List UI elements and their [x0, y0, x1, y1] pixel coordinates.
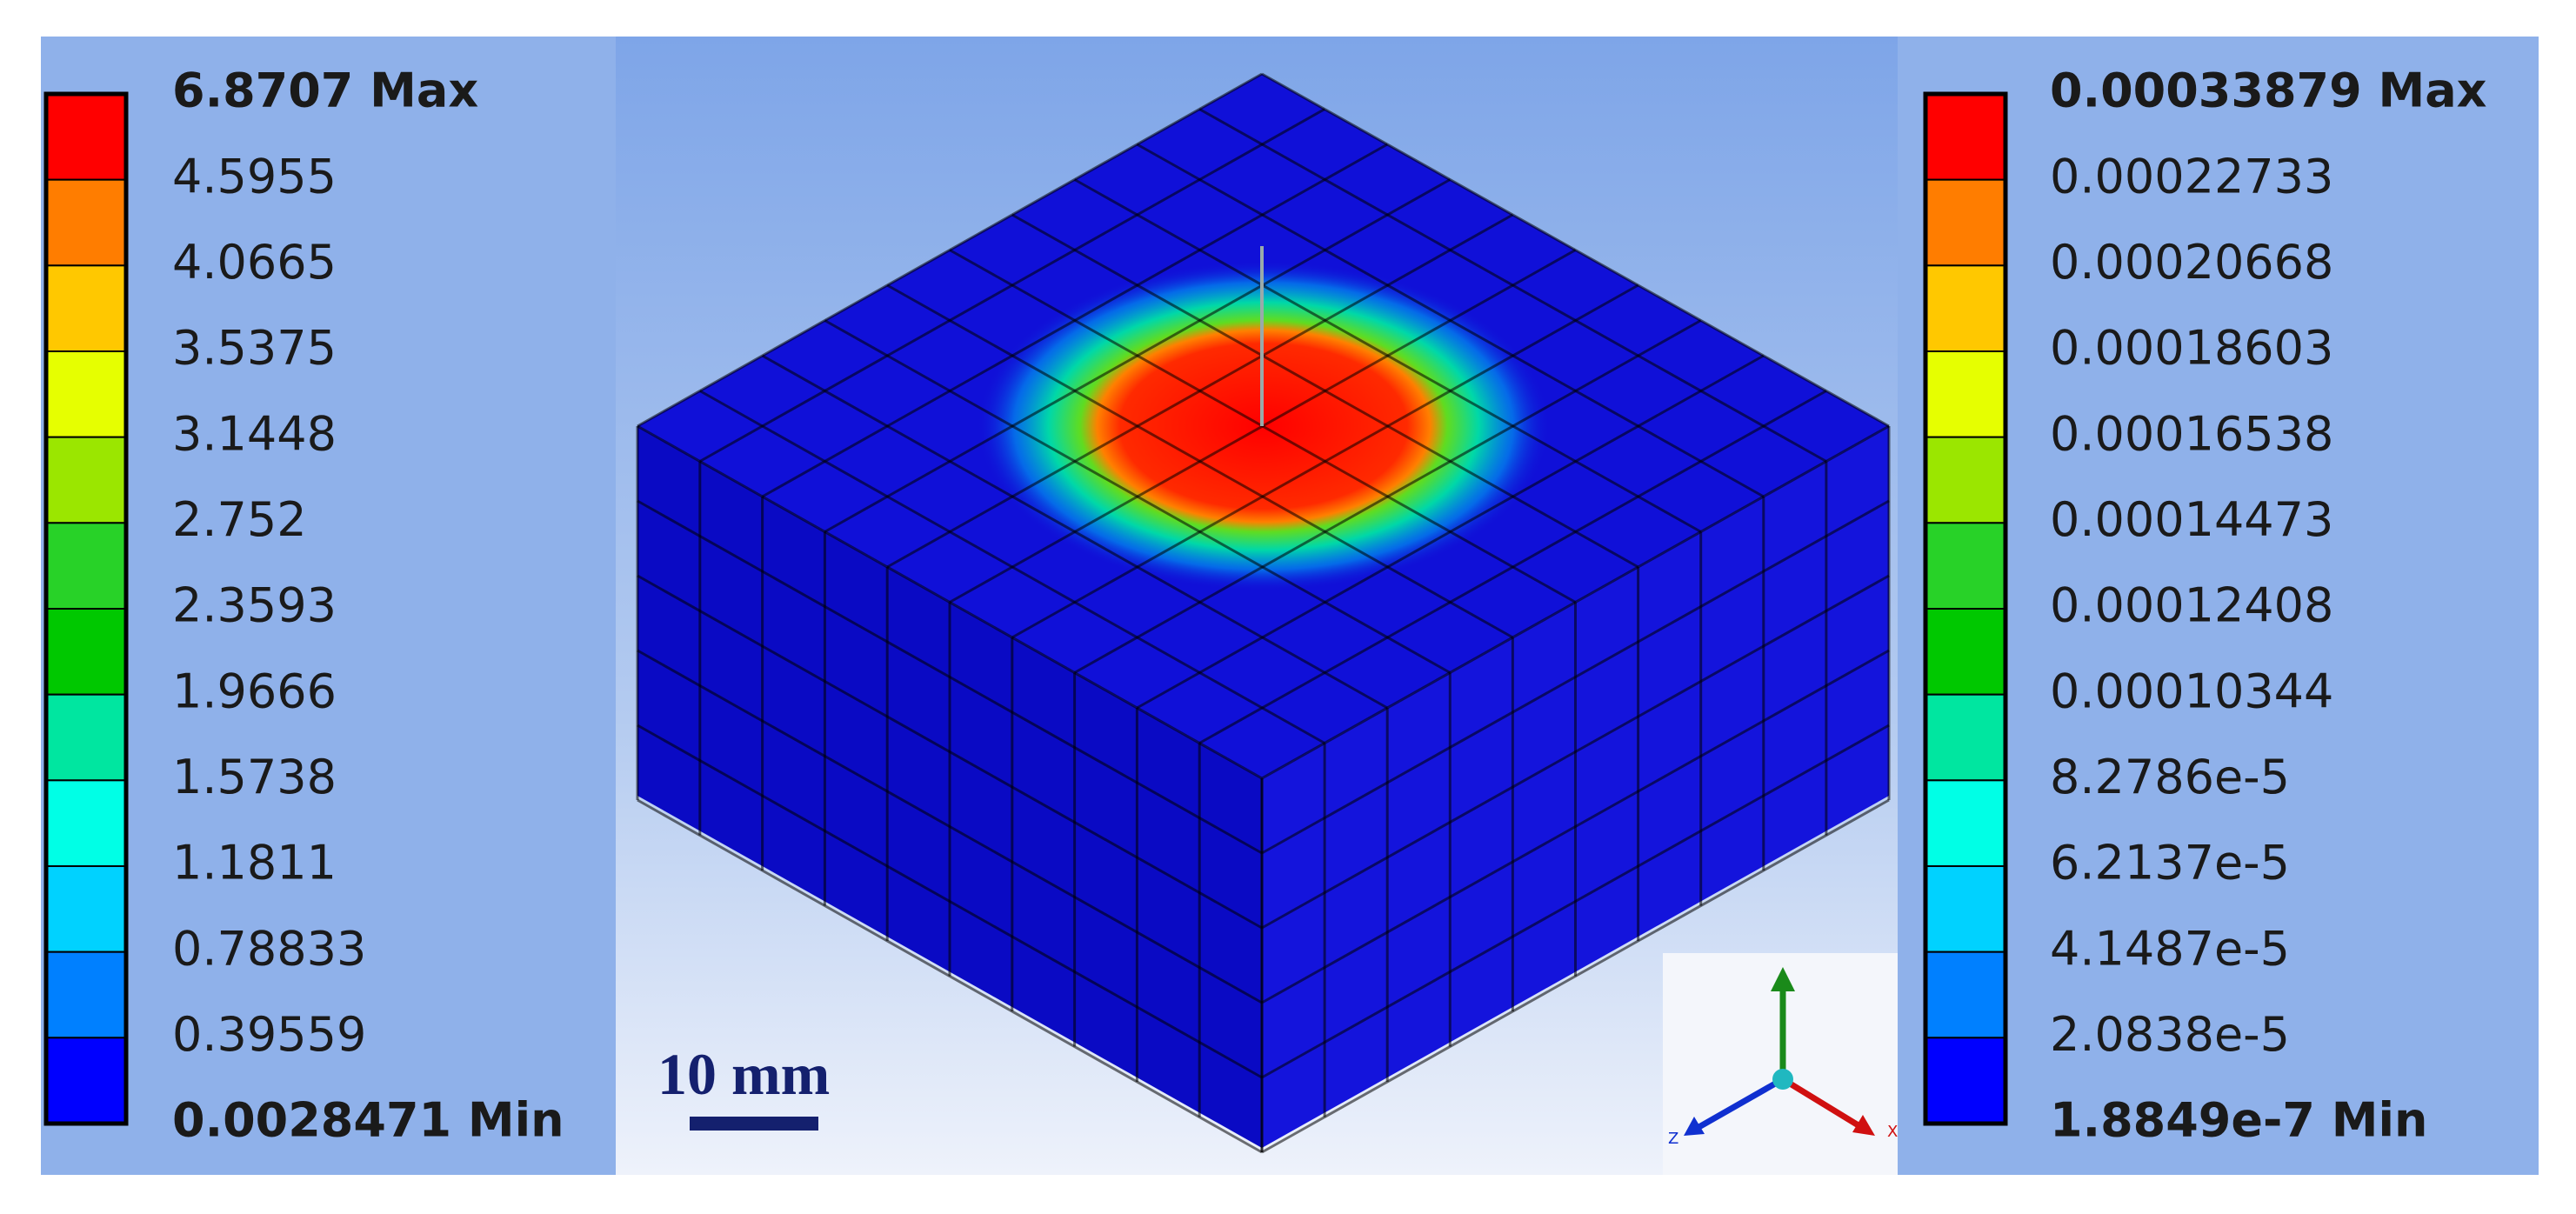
legend-band: [45, 608, 127, 696]
legend-min: 1.8849e-7 Min: [2050, 1093, 2427, 1148]
legend-label: 0.00020668: [2050, 235, 2333, 290]
legend-band: [1925, 522, 2006, 610]
legend-band: [45, 865, 127, 953]
legend-band: [1925, 93, 2006, 181]
left-legend-panel: [41, 37, 616, 1175]
legend-band: [1925, 779, 2006, 867]
mesh-line: [637, 649, 1263, 1004]
legend-label: 0.00012408: [2050, 578, 2333, 633]
legend-label: 6.2137e-5: [2050, 836, 2290, 890]
legend-label: 0.00022733: [2050, 149, 2333, 203]
legends: 6.8707 Max 4.5955 4.0665 3.5375 3.1448 2.752 2…: [43, 63, 2487, 1148]
legend-band: [45, 350, 127, 438]
mesh-line: [1261, 649, 1890, 1004]
legend-band: [45, 264, 127, 353]
legend-max: 0.00033879 Max: [2050, 63, 2487, 118]
legend-max: 6.8707 Max: [172, 63, 478, 118]
legend-label: 1.5738: [172, 750, 337, 804]
legend-label: 4.5955: [172, 149, 337, 203]
x-label: X: [1887, 1123, 1898, 1141]
legend-label: 0.00014473: [2050, 492, 2333, 547]
mesh-line: [1136, 354, 1765, 710]
mesh-line: [637, 574, 1263, 930]
triad: Z X: [1668, 967, 1898, 1148]
legend-label: 4.0665: [172, 235, 337, 290]
legend-label: 8.2786e-5: [2050, 750, 2290, 804]
mesh-line: [637, 499, 1263, 855]
legend-label: 1.9666: [172, 664, 337, 718]
triad-origin: [1772, 1069, 1793, 1090]
arrow-head: [1684, 1117, 1705, 1136]
legend-label: 0.39559: [172, 1007, 366, 1062]
mesh-line: [637, 424, 1263, 780]
mesh-block: [636, 72, 1891, 1154]
arrow-head: [1771, 967, 1795, 991]
legend-band: [45, 178, 127, 267]
legend-band: [45, 93, 127, 181]
mesh-line: [1198, 390, 1827, 744]
legend-band: [1925, 350, 2006, 438]
x-axis-arrow: [1781, 1077, 1863, 1130]
scale-bar-label: 10 mm: [657, 1041, 830, 1107]
legend-band: [1925, 264, 2006, 353]
legend-band: [45, 1037, 127, 1125]
mesh-line: [824, 319, 1452, 674]
legend-frame: [1923, 91, 2008, 1126]
legend-label: 3.1448: [172, 406, 337, 461]
legend-band: [1925, 436, 2006, 524]
legend-band: [1925, 865, 2006, 953]
mesh-line: [1261, 724, 1890, 1079]
mesh-line: [1073, 319, 1702, 674]
mesh-line: [1261, 798, 1890, 1154]
legend-label: 1.1811: [172, 836, 337, 890]
legend-label: 0.00010344: [2050, 664, 2333, 718]
legend-frame: [43, 91, 129, 1126]
mesh-line: [1261, 424, 1890, 780]
z-axis-arrow: [1694, 1076, 1785, 1132]
mesh-line: [637, 798, 1263, 1154]
legend-band: [1925, 951, 2006, 1039]
legend-label: 2.752: [172, 492, 307, 547]
legend-label: 3.5375: [172, 321, 337, 376]
mesh-line: [1011, 283, 1639, 639]
mesh-line: [1261, 499, 1890, 855]
legend-band: [45, 779, 127, 867]
legend-min: 0.0028471 Min: [172, 1093, 564, 1148]
mesh-line: [1261, 574, 1890, 930]
legend-band: [45, 522, 127, 610]
legend-label: 0.00018603: [2050, 321, 2333, 376]
legend-band: [45, 951, 127, 1039]
legend-band: [1925, 608, 2006, 696]
legend-band: [1925, 178, 2006, 267]
legend-band: [45, 436, 127, 524]
z-label: Z: [1668, 1130, 1678, 1148]
mesh-line: [699, 390, 1325, 744]
legend-band: [45, 693, 127, 782]
mesh-line: [886, 283, 1514, 639]
legend-band: [1925, 693, 2006, 782]
mesh-line: [637, 724, 1263, 1079]
legend-label: 0.00016538: [2050, 406, 2333, 461]
arrow-head: [1852, 1115, 1875, 1136]
scale-bar: [690, 1117, 818, 1131]
legend-label: 0.78833: [172, 921, 366, 976]
legend-label: 2.3593: [172, 578, 337, 633]
legend-label: 2.0838e-5: [2050, 1007, 2290, 1062]
legend-band: [1925, 1037, 2006, 1125]
mesh-line: [761, 354, 1388, 710]
legend-label: 4.1487e-5: [2050, 921, 2290, 976]
